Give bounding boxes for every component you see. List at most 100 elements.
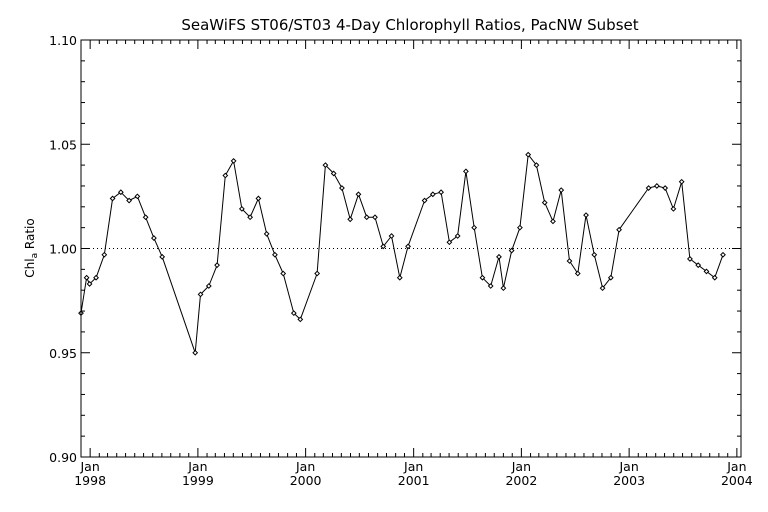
data-point-marker bbox=[533, 162, 540, 169]
data-point-marker bbox=[280, 270, 287, 277]
chart-title: SeaWiFS ST06/ST03 4-Day Chlorophyll Rati… bbox=[181, 16, 638, 34]
data-point-marker bbox=[508, 247, 515, 254]
data-point-marker bbox=[142, 214, 149, 221]
data-point-marker bbox=[711, 274, 718, 281]
data-point-marker bbox=[662, 185, 669, 191]
x-tick-year-label: 2003 bbox=[613, 473, 645, 488]
x-tick-month-label: Jan bbox=[726, 459, 746, 474]
data-point-marker bbox=[297, 316, 304, 323]
data-point-marker bbox=[496, 253, 502, 260]
data-point-marker bbox=[339, 185, 345, 191]
data-point-marker bbox=[454, 233, 461, 239]
data-point-marker bbox=[695, 262, 702, 269]
series-line bbox=[80, 154, 724, 354]
data-point-marker bbox=[462, 168, 469, 175]
data-point-marker bbox=[83, 274, 90, 281]
y-tick-label: 1.05 bbox=[49, 137, 77, 152]
data-point-marker bbox=[134, 193, 141, 200]
data-point-marker bbox=[322, 162, 329, 169]
data-point-marker bbox=[591, 251, 598, 258]
data-point-marker bbox=[678, 178, 685, 185]
data-point-marker bbox=[247, 214, 254, 221]
y-axis-label: Chla Ratio bbox=[23, 218, 40, 277]
data-point-marker bbox=[263, 230, 270, 237]
y-axis-label-subscript: a bbox=[30, 253, 40, 259]
x-tick-year-label: 1998 bbox=[74, 473, 106, 488]
y-tick-label: 0.90 bbox=[49, 450, 77, 465]
x-tick-month-label: Jan bbox=[511, 459, 531, 474]
data-point-marker bbox=[330, 170, 337, 177]
x-tick-month-label: Jan bbox=[403, 459, 423, 474]
data-point-marker bbox=[101, 251, 108, 258]
x-tick-year-label: 2000 bbox=[290, 473, 322, 488]
data-point-marker bbox=[363, 214, 370, 221]
data-point-marker bbox=[487, 283, 494, 289]
data-point-marker bbox=[517, 224, 523, 231]
x-tick-year-label: 2001 bbox=[398, 473, 430, 488]
x-tick-year-label: 2002 bbox=[505, 473, 537, 488]
data-point-marker bbox=[429, 191, 436, 198]
data-point-marker bbox=[645, 185, 652, 191]
data-point-marker bbox=[653, 183, 660, 189]
data-point-marker bbox=[479, 274, 486, 281]
data-point-marker bbox=[396, 274, 403, 281]
data-point-marker bbox=[109, 195, 116, 202]
y-axis-label-main: Chl bbox=[23, 258, 37, 277]
data-point-marker bbox=[687, 256, 693, 262]
data-point-marker bbox=[558, 187, 565, 194]
data-point-marker bbox=[150, 235, 157, 241]
data-point-marker bbox=[93, 274, 99, 281]
data-point-marker bbox=[205, 283, 212, 289]
data-point-marker bbox=[372, 214, 378, 221]
data-point-marker bbox=[574, 270, 581, 277]
x-tick-month-label: Jan bbox=[295, 459, 315, 474]
data-point-marker bbox=[238, 205, 245, 212]
data-point-marker bbox=[255, 195, 262, 202]
data-point-marker bbox=[720, 251, 726, 258]
data-point-marker bbox=[446, 239, 453, 246]
data-point-marker bbox=[421, 197, 428, 204]
data-point-marker bbox=[703, 268, 710, 275]
data-point-marker bbox=[405, 243, 411, 250]
x-tick-month-label: Jan bbox=[80, 459, 100, 474]
data-point-marker bbox=[541, 199, 548, 206]
data-point-marker bbox=[222, 172, 229, 179]
data-point-marker bbox=[566, 258, 573, 264]
data-point-marker bbox=[272, 251, 278, 258]
data-point-marker bbox=[607, 274, 614, 281]
data-point-marker bbox=[388, 233, 395, 239]
plot-frame bbox=[80, 39, 742, 458]
data-point-marker bbox=[380, 243, 387, 250]
data-point-marker bbox=[500, 285, 507, 292]
data-point-marker bbox=[347, 216, 354, 223]
data-point-marker bbox=[471, 224, 478, 231]
data-point-marker bbox=[192, 349, 199, 356]
y-tick-label: 0.95 bbox=[49, 346, 77, 361]
y-axis-label-suffix: Ratio bbox=[23, 218, 37, 253]
data-point-marker bbox=[583, 212, 589, 219]
data-point-marker bbox=[117, 189, 124, 196]
data-point-marker bbox=[525, 151, 532, 158]
data-point-marker bbox=[290, 310, 297, 317]
data-point-marker bbox=[126, 197, 133, 204]
data-point-marker bbox=[599, 285, 606, 292]
data-point-marker bbox=[616, 226, 623, 233]
svg-text:Chla Ratio: Chla Ratio bbox=[23, 218, 40, 277]
y-tick-label: 1.10 bbox=[49, 33, 77, 48]
data-point-marker bbox=[355, 191, 362, 198]
data-point-marker bbox=[670, 205, 677, 212]
data-point-marker bbox=[159, 253, 166, 260]
x-tick-month-label: Jan bbox=[187, 459, 207, 474]
y-tick-label: 1.00 bbox=[49, 242, 77, 257]
data-point-marker bbox=[550, 218, 556, 225]
x-tick-year-label: 2004 bbox=[721, 473, 753, 488]
data-point-marker bbox=[197, 291, 204, 298]
data-point-marker bbox=[314, 270, 321, 277]
data-point-marker bbox=[230, 158, 237, 164]
data-point-marker bbox=[214, 262, 220, 269]
x-tick-month-label: Jan bbox=[618, 459, 638, 474]
data-point-marker bbox=[438, 189, 445, 196]
x-tick-year-label: 1999 bbox=[182, 473, 214, 488]
data-point-marker bbox=[86, 281, 93, 287]
